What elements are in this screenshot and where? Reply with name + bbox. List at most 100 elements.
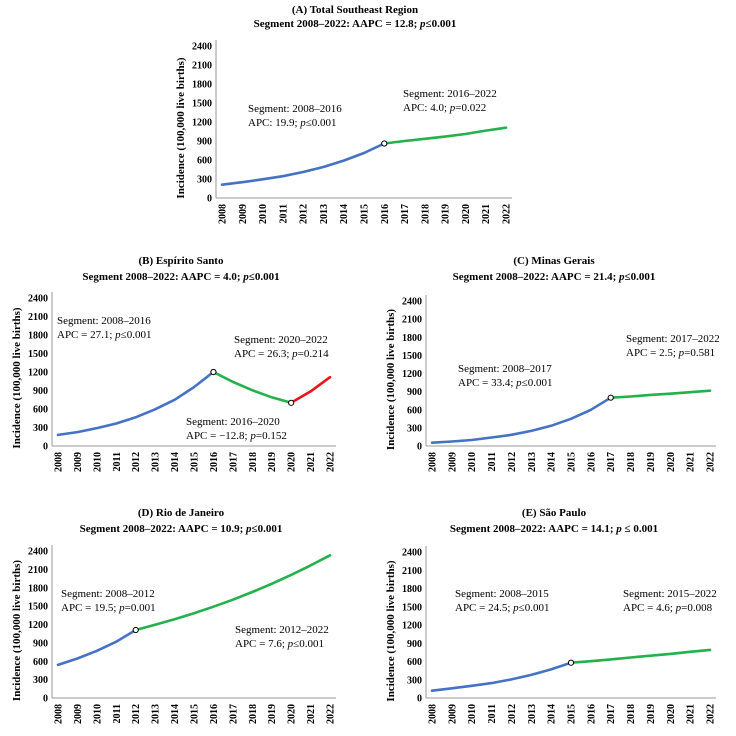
y-axis-label: Incidence (100,000 live births)	[11, 307, 23, 448]
x-tick-label: 2017	[606, 704, 617, 724]
x-tick-label: 2011	[487, 452, 498, 471]
x-tick-label: 2019	[441, 204, 452, 224]
x-tick-label: 2020	[287, 452, 298, 472]
y-tick-label: 0	[43, 442, 48, 453]
x-tick-label: 2014	[547, 452, 558, 472]
x-tick-label: 2021	[306, 704, 317, 724]
apc-p: p	[115, 329, 121, 341]
y-tick-label: 2100	[28, 312, 48, 323]
x-tick-label: 2021	[481, 204, 492, 224]
chart-title: (C) Minas Gerais	[513, 255, 595, 267]
subtitle-p: p	[616, 523, 622, 535]
annotation-segment: Segment: 2008–2017	[458, 363, 552, 375]
apc-sig: =0.001	[124, 602, 156, 614]
x-tick-label: 2020	[287, 704, 298, 724]
x-tick-label: 2012	[131, 452, 142, 472]
x-tick-label: 2019	[646, 452, 657, 472]
apc-p: p	[250, 430, 256, 442]
x-tick-label: 2011	[278, 204, 289, 223]
x-tick-label: 2015	[190, 704, 201, 724]
y-tick-label: 1800	[402, 584, 422, 595]
x-tick-label: 2008	[218, 204, 229, 224]
x-tick-label: 2013	[151, 704, 162, 724]
x-tick-label: 2020	[461, 204, 472, 224]
x-tick-label: 2009	[447, 452, 458, 472]
annotation-apc: APC = 27.1; p≤0.001	[57, 328, 151, 342]
y-tick-label: 2400	[402, 548, 422, 559]
x-tick-label: 2012	[507, 452, 518, 472]
y-tick-label: 1500	[28, 602, 48, 613]
x-tick-label: 2016	[586, 452, 597, 472]
segment-annotation: Segment: 2020–2022 APC = 26.3; p=0.214	[234, 333, 329, 361]
chart-plot: 0 300 600 900 1200 1500 1800 2100 2400 2008 2009 20…	[385, 295, 717, 472]
y-tick-label: 900	[33, 638, 48, 649]
x-tick-label: 2010	[467, 452, 478, 472]
segment-annotation: Segment: 2008–2017 APC = 33.4; p≤0.001	[458, 362, 552, 390]
x-tick-label: 2016	[380, 204, 391, 224]
x-tick-label: 2016	[209, 452, 220, 472]
annotation-segment: Segment: 2020–2022	[234, 334, 328, 346]
annotation-segment: Segment: 2016–2022	[403, 88, 497, 100]
series-line	[383, 126, 508, 145]
y-tick-label: 600	[407, 657, 422, 668]
subtitle-p: p	[243, 271, 249, 283]
apc-text: APC = −12.8;	[186, 430, 251, 442]
annotation-segment: Segment: 2008–2015	[455, 588, 549, 600]
x-tick-label: 2011	[112, 452, 123, 471]
subtitle-p: p	[619, 271, 625, 283]
x-tick-label: 2013	[319, 204, 330, 224]
apc-sig: =0.022	[455, 102, 487, 114]
segment-annotation: Segment: 2012–2022 APC = 7.6; p≤0.001	[235, 623, 329, 651]
subtitle-text: Segment 2008–2022: AAPC = 12.8;	[253, 18, 421, 30]
subtitle-text: Segment 2008–2022: AAPC = 21.4;	[452, 271, 620, 283]
segment-annotation: Segment: 2016–2022 APC: 4.0; p=0.022	[403, 87, 497, 115]
x-tick-label: 2017	[606, 452, 617, 472]
apc-text: APC = 27.1;	[57, 329, 116, 341]
annotation-segment: Segment: 2015–2022	[623, 588, 717, 600]
joinpoint-marker	[288, 399, 295, 406]
apc-text: APC = 33.4;	[458, 377, 517, 389]
x-tick-label: 2018	[626, 452, 637, 472]
x-tick-label: 2012	[507, 704, 518, 724]
y-tick-label: 2100	[402, 315, 422, 326]
segment-annotation: Segment: 2017–2022 APC = 2.5; p=0.581	[626, 332, 720, 360]
annotation-segment: Segment: 2008–2012	[61, 588, 155, 600]
apc-p: p	[300, 117, 306, 129]
annotation-segment: Segment: 2017–2022	[626, 333, 720, 345]
subtitle-sig: ≤0.001	[425, 18, 457, 30]
apc-sig: ≤0.001	[293, 638, 324, 650]
subtitle-sig: ≤0.001	[251, 523, 283, 535]
series-line	[569, 648, 712, 664]
subtitle-p: p	[420, 18, 426, 30]
y-tick-label: 900	[407, 387, 422, 398]
y-tick-label: 2400	[192, 42, 212, 53]
segment-annotation: Segment: 2016–2020 APC = −12.8; p=0.152	[186, 415, 287, 443]
series-line	[212, 370, 293, 405]
y-tick-label: 2400	[402, 297, 422, 308]
segment-annotation: Segment: 2015–2022 APC = 4.6; p=0.008	[623, 587, 717, 615]
x-tick-label: 2009	[73, 704, 84, 724]
panel-c: (C) Minas Gerais Segment 2008–2022: AAPC…	[372, 252, 736, 488]
x-tick-label: 2014	[339, 204, 350, 224]
x-tick-label: 2013	[151, 452, 162, 472]
x-tick-label: 2018	[248, 704, 259, 724]
subtitle-sig: ≤ 0.001	[621, 523, 659, 535]
panel-b: (B) Espírito Santo Segment 2008–2022: AA…	[0, 252, 362, 488]
series-line	[430, 396, 612, 444]
y-tick-label: 900	[407, 639, 422, 650]
joinpoint-marker	[210, 368, 217, 376]
apc-p: p	[119, 602, 125, 614]
x-tick-label: 2016	[586, 704, 597, 724]
y-tick-label: 0	[43, 694, 48, 705]
segment-annotation: Segment: 2008–2016 APC = 27.1; p≤0.001	[57, 314, 151, 342]
joinpoint-marker	[607, 394, 614, 401]
x-tick-label: 2018	[420, 204, 431, 224]
y-tick-label: 900	[33, 386, 48, 397]
apc-sig: =0.214	[297, 348, 329, 360]
chart-title: (A) Total Southeast Region	[291, 4, 419, 16]
annotation-apc: APC = 33.4; p≤0.001	[458, 376, 552, 390]
y-axis-label: Incidence (100,000 live births)	[385, 309, 397, 450]
x-tick-label: 2015	[567, 704, 578, 724]
x-tick-label: 2015	[360, 204, 371, 224]
x-tick-label: 2019	[267, 452, 278, 472]
